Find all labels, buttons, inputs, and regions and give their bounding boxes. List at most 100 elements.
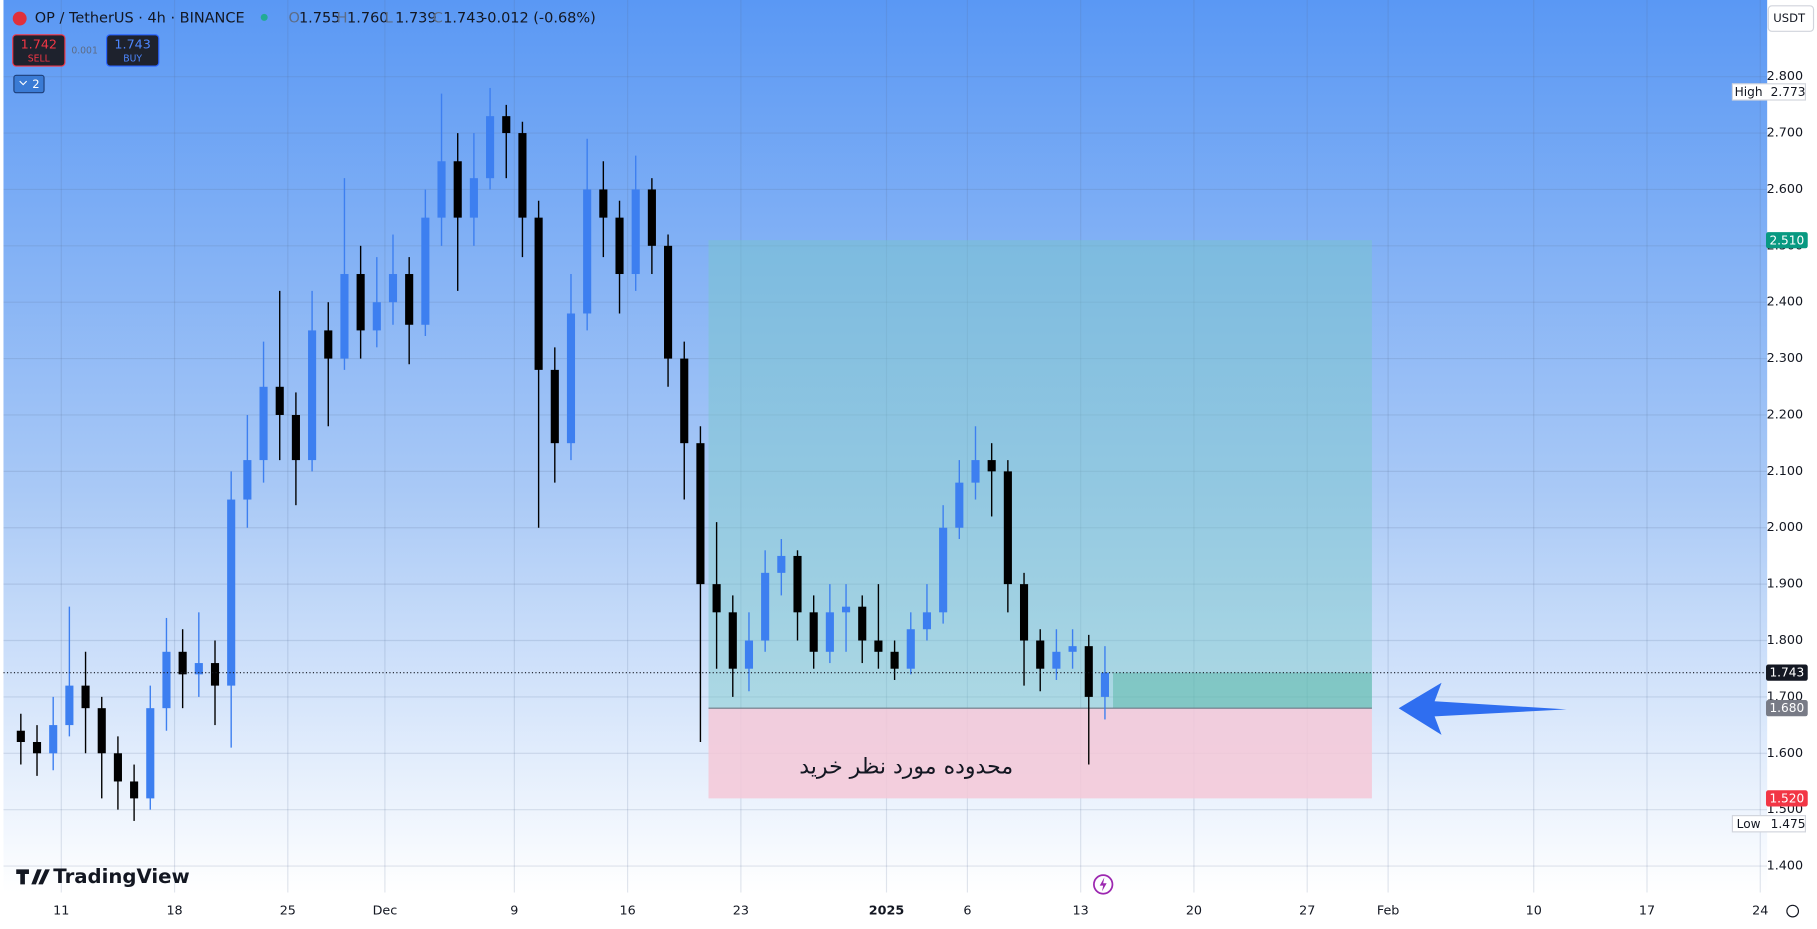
- price-tag-label: 1.520: [1769, 791, 1804, 805]
- candle-body: [194, 663, 203, 675]
- buy-button[interactable]: [106, 34, 160, 67]
- logo-icon: [16, 869, 50, 885]
- price-tag-label: 2.510: [1769, 233, 1804, 247]
- candle-body: [356, 274, 365, 331]
- marker-value: 2.773: [1771, 85, 1806, 99]
- currency-button[interactable]: [1767, 5, 1815, 32]
- candle-body: [664, 245, 673, 359]
- marker-value: 1.475: [1771, 817, 1806, 831]
- marker-bg: [1731, 83, 1806, 101]
- candle-body: [583, 189, 592, 314]
- x-tick-label: 25: [280, 904, 296, 919]
- candle-body: [1036, 640, 1045, 669]
- x-tick-label: 13: [1073, 904, 1089, 919]
- candle-body: [971, 460, 980, 483]
- candle-body: [1052, 651, 1061, 669]
- x-tick-label: 18: [166, 904, 182, 919]
- candle-body: [858, 606, 867, 641]
- x-tick-label: 6: [963, 904, 971, 919]
- candle-body: [130, 781, 139, 799]
- ohlc-value: 1.739: [395, 11, 436, 27]
- candle-body: [777, 555, 786, 573]
- candle-body: [1084, 646, 1093, 697]
- candle-body: [599, 189, 608, 218]
- candle-body: [1100, 672, 1109, 697]
- ohlc-key: H: [337, 11, 348, 27]
- x-tick-label: 27: [1299, 904, 1315, 919]
- x-tick-label: Dec: [373, 904, 398, 919]
- x-tick-label: 10: [1526, 904, 1542, 919]
- candle-body: [647, 189, 656, 246]
- candle-body: [453, 161, 462, 218]
- settings-icon[interactable]: [1786, 904, 1800, 918]
- marker-bg: [1731, 815, 1806, 833]
- buy-label: BUY: [123, 54, 142, 65]
- x-tick-label: 9: [510, 904, 518, 919]
- currency: USDT: [1773, 11, 1806, 25]
- candles: [16, 87, 1109, 821]
- candle-body: [712, 584, 721, 613]
- candle-body: [324, 330, 333, 359]
- candle-body: [405, 274, 414, 325]
- candle-body: [906, 629, 915, 669]
- x-tick-label: 24: [1752, 904, 1768, 919]
- events-icon[interactable]: [1093, 874, 1114, 895]
- candle-body: [81, 685, 90, 709]
- price-tag: [1766, 700, 1808, 717]
- chevron-icon: [19, 80, 28, 86]
- ohlc-value: 1.743: [443, 11, 484, 27]
- candle-body: [308, 330, 317, 461]
- ohlc-value: 1.755: [299, 11, 340, 27]
- candle-body: [534, 217, 543, 370]
- marker-label: Low: [1737, 817, 1761, 831]
- indicators-toggle[interactable]: [13, 74, 45, 94]
- candle-body: [227, 499, 236, 686]
- x-tick-label: 16: [620, 904, 636, 919]
- price-tag: [1766, 232, 1808, 249]
- candle-body: [421, 217, 430, 325]
- candle-body: [1068, 646, 1077, 652]
- x-tick-label: 11: [53, 904, 69, 919]
- candle-body: [955, 482, 964, 528]
- annotation: محدوده مورد نظر خرید: [799, 754, 1013, 779]
- y-tick-label: 2.700: [1767, 126, 1803, 141]
- candle-body: [16, 730, 25, 743]
- candle-body: [469, 178, 478, 218]
- candle-body: [1019, 584, 1029, 641]
- price-tag-label: 1.680: [1769, 701, 1804, 715]
- candle-body: [566, 313, 576, 444]
- price-tag: [1766, 664, 1808, 681]
- candle-body: [372, 302, 381, 331]
- x-tick-label: 23: [733, 904, 749, 919]
- y-tick-label: 2.300: [1767, 351, 1803, 366]
- sell-button[interactable]: [12, 34, 66, 67]
- candle-body: [518, 133, 527, 218]
- candle-body: [243, 460, 252, 500]
- candle-body: [744, 640, 754, 669]
- candle-body: [388, 274, 398, 303]
- sell-label: SELL: [28, 54, 51, 65]
- logo[interactable]: TradingView: [53, 865, 189, 888]
- symbol-title[interactable]: OP / TetherUS · 4h · BINANCE: [35, 11, 245, 27]
- candle-body: [939, 527, 948, 613]
- candle-body: [631, 189, 640, 275]
- candle-body: [210, 663, 220, 686]
- candle-body: [486, 116, 495, 179]
- y-tick-label: 2.400: [1767, 295, 1803, 310]
- candle-body: [32, 742, 42, 754]
- candle-body: [178, 651, 187, 675]
- ohlc-key: C: [433, 11, 443, 27]
- arrow: [1398, 682, 1567, 735]
- candle-body: [550, 369, 559, 444]
- candle-body: [922, 612, 932, 630]
- y-tick-label: 1.600: [1767, 746, 1803, 761]
- position-tool: [708, 240, 1372, 799]
- candle-body: [65, 685, 74, 726]
- candle-body: [1003, 471, 1012, 585]
- candle-body: [761, 572, 770, 641]
- candle-body: [793, 555, 802, 613]
- candle-body: [162, 651, 171, 709]
- ohlc-value: 1.760: [347, 11, 388, 27]
- y-tick-label: 2.100: [1767, 464, 1803, 479]
